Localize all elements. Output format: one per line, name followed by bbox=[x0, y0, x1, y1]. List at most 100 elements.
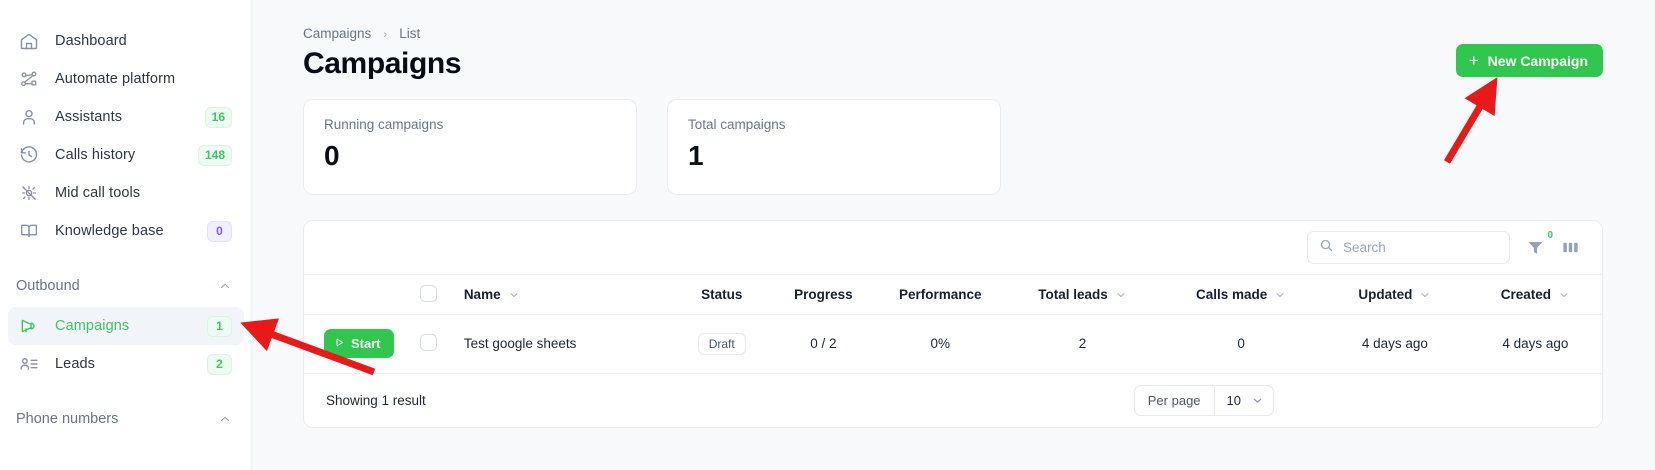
new-campaign-button[interactable]: + New Campaign bbox=[1455, 44, 1603, 77]
th-progress: Progress bbox=[770, 275, 877, 315]
sidebar-item-calls-history[interactable]: Calls history 148 bbox=[8, 136, 244, 174]
sidebar-item-assistants[interactable]: Assistants 16 bbox=[8, 98, 244, 136]
sidebar-section-outbound[interactable]: Outbound bbox=[8, 269, 244, 303]
th-progress-label: Progress bbox=[794, 287, 853, 302]
columns-icon[interactable] bbox=[1561, 238, 1580, 257]
play-icon bbox=[334, 336, 345, 351]
th-performance: Performance bbox=[877, 275, 1004, 315]
th-name[interactable]: Name bbox=[464, 275, 673, 315]
table-footer: Showing 1 result Per page 10 bbox=[304, 372, 1602, 427]
sidebar-item-label: Assistants bbox=[55, 109, 123, 125]
th-calls-made-label: Calls made bbox=[1195, 287, 1268, 302]
sidebar: Dashboard Automate platform Assistants 1… bbox=[0, 0, 265, 470]
stat-card-total-campaigns: Total campaigns 1 bbox=[667, 99, 1001, 195]
chevron-down-icon bbox=[1274, 289, 1286, 301]
plus-icon: + bbox=[1468, 51, 1479, 70]
breadcrumb-parent[interactable]: Campaigns bbox=[303, 26, 372, 41]
workflow-icon bbox=[18, 68, 40, 90]
sidebar-item-label: Campaigns bbox=[55, 318, 130, 334]
table-toolbar: 0 bbox=[304, 221, 1602, 274]
th-total-leads[interactable]: Total leads bbox=[1004, 275, 1161, 315]
page-header: Campaigns + New Campaign bbox=[303, 41, 1603, 81]
th-select-all bbox=[420, 275, 464, 315]
sidebar-badge-assistants: 16 bbox=[204, 106, 232, 128]
campaigns-table: Name Status Progress Performance bbox=[304, 274, 1602, 373]
leads-list-icon bbox=[18, 353, 40, 375]
search-input[interactable] bbox=[1343, 240, 1498, 255]
new-campaign-button-label: New Campaign bbox=[1487, 52, 1588, 69]
cell-action: Start bbox=[304, 315, 420, 373]
table-body: Start Test google sheets Draft 0 / 2 0% … bbox=[304, 315, 1602, 373]
stat-value: 1 bbox=[688, 140, 704, 171]
stat-value: 0 bbox=[324, 140, 340, 171]
per-page-value: 10 bbox=[1226, 392, 1241, 408]
sidebar-item-leads[interactable]: Leads 2 bbox=[8, 345, 244, 383]
page-title: Campaigns bbox=[303, 47, 462, 80]
th-action bbox=[304, 275, 420, 315]
table-row[interactable]: Start Test google sheets Draft 0 / 2 0% … bbox=[304, 315, 1602, 373]
breadcrumb-current[interactable]: List bbox=[399, 26, 421, 41]
result-count-label: Showing 1 result bbox=[326, 392, 426, 408]
sidebar-item-mid-call-tools[interactable]: Mid call tools bbox=[8, 174, 244, 212]
chevron-down-icon bbox=[1115, 289, 1127, 301]
breadcrumb: Campaigns › List bbox=[303, 0, 1603, 41]
th-name-label: Name bbox=[463, 287, 501, 302]
per-page-selector[interactable]: Per page 10 bbox=[1133, 384, 1274, 416]
cell-total-leads: 2 bbox=[1078, 336, 1087, 352]
cell-name[interactable]: Test google sheets bbox=[463, 336, 577, 352]
sidebar-item-label: Calls history bbox=[55, 147, 136, 163]
th-created-label: Created bbox=[1500, 287, 1552, 302]
filter-funnel-icon[interactable]: 0 bbox=[1526, 230, 1553, 257]
th-created[interactable]: Created bbox=[1469, 275, 1602, 315]
breadcrumb-separator-icon: › bbox=[383, 26, 388, 41]
table-header-row: Name Status Progress Performance bbox=[304, 274, 1602, 315]
th-calls-made[interactable]: Calls made bbox=[1161, 275, 1321, 315]
cell-created: 4 days ago bbox=[1502, 336, 1569, 352]
cell-performance: 0% bbox=[930, 336, 950, 352]
home-icon bbox=[18, 30, 40, 52]
cell-select bbox=[420, 315, 464, 373]
chevron-down-icon bbox=[1251, 394, 1264, 407]
th-status: Status bbox=[673, 275, 770, 315]
main-content: Campaigns › List Campaigns + New Campaig… bbox=[253, 0, 1655, 470]
chevron-down-icon bbox=[508, 289, 520, 301]
sidebar-item-label: Automate platform bbox=[55, 71, 176, 87]
cell-status: Draft bbox=[673, 315, 770, 373]
chevron-up-icon bbox=[218, 279, 232, 293]
sidebar-item-knowledge-base[interactable]: Knowledge base 0 bbox=[8, 212, 244, 250]
sidebar-section-label: Outbound bbox=[16, 278, 80, 294]
start-campaign-button[interactable]: Start bbox=[324, 329, 394, 359]
sidebar-badge-campaigns: 1 bbox=[207, 315, 232, 337]
sidebar-item-campaigns[interactable]: Campaigns 1 bbox=[8, 307, 244, 345]
megaphone-icon bbox=[18, 315, 40, 337]
sidebar-section-label: Phone numbers bbox=[16, 411, 119, 427]
sidebar-badge-leads: 2 bbox=[207, 353, 232, 375]
campaigns-table-panel: 0 Name bbox=[303, 220, 1603, 428]
row-checkbox[interactable] bbox=[420, 333, 438, 351]
chevron-up-icon bbox=[218, 412, 232, 426]
th-performance-label: Performance bbox=[898, 287, 982, 302]
sidebar-item-label: Dashboard bbox=[55, 33, 127, 49]
select-all-checkbox[interactable] bbox=[420, 284, 438, 302]
chevron-down-icon bbox=[1558, 289, 1570, 301]
chevron-down-icon bbox=[1419, 289, 1431, 301]
stat-label: Total campaigns bbox=[688, 117, 786, 132]
search-box[interactable] bbox=[1307, 231, 1510, 264]
th-updated[interactable]: Updated bbox=[1321, 275, 1469, 315]
sidebar-item-automate-platform[interactable]: Automate platform bbox=[8, 60, 244, 98]
sidebar-item-label: Mid call tools bbox=[55, 185, 141, 201]
th-status-label: Status bbox=[701, 287, 743, 302]
sidebar-item-label: Knowledge base bbox=[55, 223, 164, 239]
sidebar-badge-knowledge-base: 0 bbox=[207, 220, 232, 242]
th-total-leads-label: Total leads bbox=[1038, 287, 1108, 302]
book-icon bbox=[18, 220, 40, 242]
filter-count-badge: 0 bbox=[1547, 230, 1553, 241]
per-page-label: Per page bbox=[1147, 392, 1201, 408]
user-icon bbox=[18, 106, 40, 128]
th-updated-label: Updated bbox=[1358, 287, 1413, 302]
sidebar-section-phone-numbers[interactable]: Phone numbers bbox=[8, 402, 244, 436]
sidebar-item-dashboard[interactable]: Dashboard bbox=[8, 22, 244, 60]
per-page-dropdown[interactable]: 10 bbox=[1213, 385, 1273, 415]
sidebar-item-label: Leads bbox=[55, 356, 96, 372]
